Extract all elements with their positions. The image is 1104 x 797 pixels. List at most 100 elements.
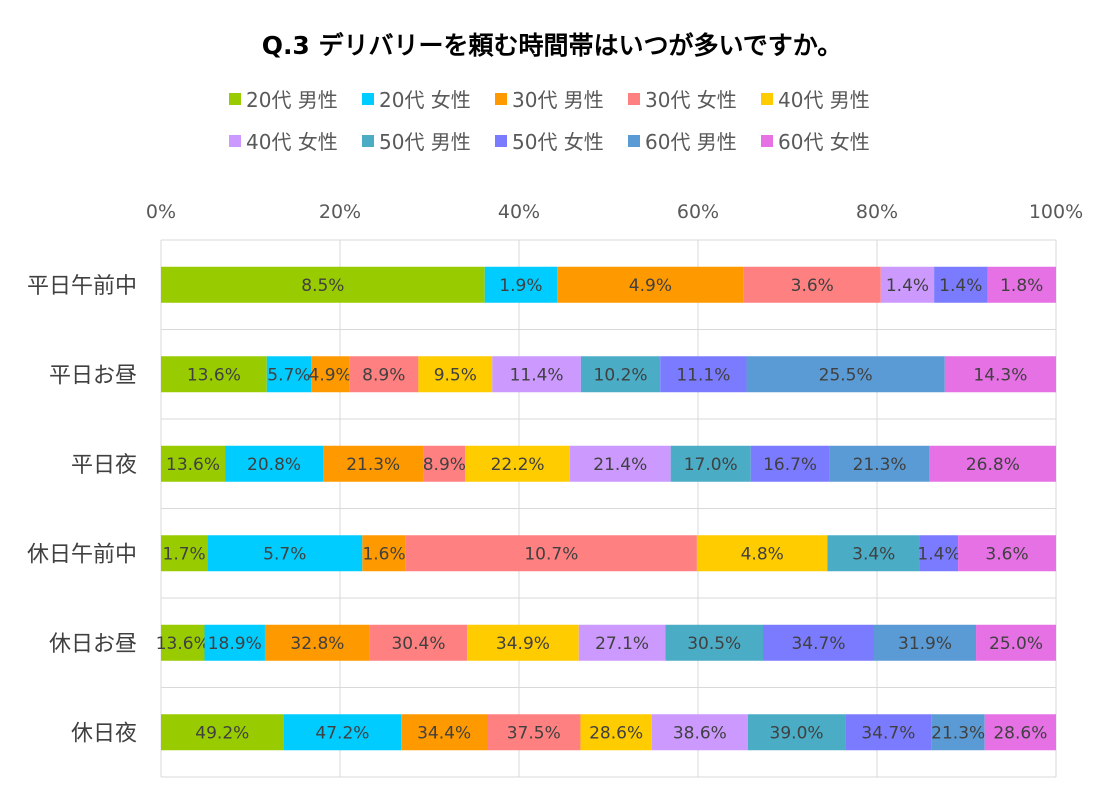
data-label: 9.5% [434,365,477,385]
data-label: 18.9% [208,634,262,654]
data-label: 1.8% [1000,276,1043,296]
legend-label: 50代 男性 [379,130,471,154]
data-label: 30.4% [391,634,445,654]
data-label: 10.2% [594,365,648,385]
data-label: 49.2% [195,723,249,743]
legend-label: 40代 女性 [246,130,338,154]
x-tick-label: 40% [498,201,540,223]
bar-segment [467,624,579,661]
data-label: 3.4% [852,544,895,564]
data-label: 1.4% [886,276,929,296]
bar-segment [829,445,930,482]
bar-segment [557,266,744,303]
bar-segment [311,356,350,393]
legend-label: 20代 男性 [246,88,338,112]
bar-segment [405,535,697,572]
data-label: 16.7% [763,455,817,475]
data-label: 21.3% [346,455,400,475]
data-label: 8.9% [362,365,405,385]
category-label: 平日夜 [71,453,137,478]
bar-segment [204,624,265,661]
bar-segment [919,535,959,572]
data-label: 5.7% [263,544,306,564]
bar-segment [827,535,920,572]
data-label: 28.6% [993,723,1047,743]
data-label: 8.5% [301,276,344,296]
bar-segment [578,624,666,661]
category-label: 平日お昼 [49,363,137,388]
data-label: 25.5% [819,365,873,385]
data-label: 4.9% [629,276,672,296]
legend-swatch [495,135,507,147]
bar-segment [746,356,945,393]
data-label: 30.5% [687,634,741,654]
bar-segment [283,714,402,751]
data-label: 1.7% [163,544,206,564]
legend-swatch [495,93,507,105]
bar-segment [323,445,424,482]
bar-segment [747,714,846,751]
data-label: 1.4% [917,544,960,564]
bar-segment [484,266,558,303]
bar-segment [369,624,468,661]
category-label: 休日夜 [71,721,137,746]
x-tick-label: 20% [319,201,361,223]
legend-swatch [761,135,773,147]
data-label: 20.8% [247,455,301,475]
data-label: 31.9% [898,634,952,654]
data-label: 21.3% [853,455,907,475]
legend-swatch [229,135,241,147]
bar-segment [225,445,324,482]
data-label: 1.4% [939,276,982,296]
category-label: 平日午前中 [27,274,137,299]
bar-segment [845,714,932,751]
data-label: 10.7% [524,544,578,564]
bar-segment [696,535,828,572]
legend-swatch [362,135,374,147]
bar-segment [161,266,485,303]
data-label: 38.6% [673,723,727,743]
bar-segment [207,535,363,572]
bar-segment [944,356,1056,393]
bar-segment [929,445,1056,482]
data-label: 21.3% [931,723,985,743]
legend-label: 50代 女性 [512,130,604,154]
data-label: 4.8% [741,544,784,564]
data-label: 17.0% [684,455,738,475]
data-label: 26.8% [966,455,1020,475]
x-tick-label: 100% [1029,201,1083,223]
data-label: 3.6% [791,276,834,296]
bar-segment [762,624,874,661]
bar-segment [931,714,985,751]
data-label: 22.2% [491,455,545,475]
data-label: 39.0% [770,723,824,743]
data-label: 34.7% [861,723,915,743]
legend-swatch [628,93,640,105]
bar-segment [665,624,763,661]
bar-segment [976,624,1056,661]
legend-swatch [628,135,640,147]
bar-segment [580,356,661,393]
bar-segment [958,535,1056,572]
bar-segment [743,266,881,303]
data-label: 27.1% [595,634,649,654]
bar-segment [418,356,493,393]
bar-segment [423,445,466,482]
data-label: 13.6% [156,634,210,654]
category-label: 休日午前中 [27,542,137,567]
data-label: 5.7% [267,365,310,385]
bar-segment [362,535,406,572]
bar-segment [934,266,988,303]
bar-segment [161,624,205,661]
data-label: 11.4% [510,365,564,385]
bar-segment [660,356,747,393]
legend-label: 30代 男性 [512,88,604,112]
data-label: 4.9% [309,365,352,385]
bar-segment [492,356,581,393]
legend-swatch [362,93,374,105]
bar-segment [670,445,751,482]
data-label: 13.6% [187,365,241,385]
data-label: 11.1% [676,365,730,385]
